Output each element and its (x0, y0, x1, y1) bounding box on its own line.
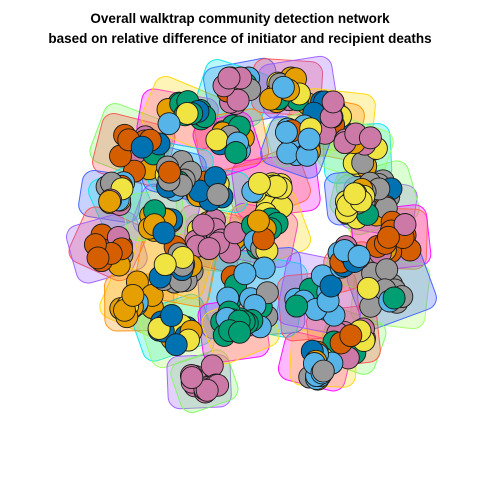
network-node (158, 160, 181, 184)
network-node (205, 128, 229, 152)
network-node (321, 90, 345, 114)
network-node (206, 183, 230, 206)
network-nodes (83, 66, 422, 404)
network-node (274, 120, 298, 144)
network-node (339, 324, 363, 348)
network-node (233, 262, 257, 286)
network-node (153, 253, 177, 277)
network-node (191, 213, 215, 237)
network-node (347, 244, 371, 268)
network-node (224, 141, 248, 164)
plot-title-line-1: Overall walktrap community detection net… (90, 11, 390, 26)
network-node (195, 378, 219, 402)
network-node (164, 333, 188, 357)
network-node (152, 221, 176, 245)
network-node (382, 286, 406, 310)
network-node (246, 209, 270, 233)
network-node (228, 320, 252, 344)
network-node (160, 304, 184, 327)
network-node (130, 135, 154, 159)
network-node (285, 294, 309, 318)
network-node (276, 141, 300, 165)
network-node (197, 237, 221, 261)
plot-title-line-2: based on relative difference of initiato… (48, 31, 432, 46)
network-node (98, 189, 122, 213)
network-node (86, 246, 110, 270)
network-node (252, 256, 276, 280)
network-node (180, 366, 204, 390)
network-node (226, 88, 250, 112)
network-node (356, 276, 380, 300)
network-node (200, 354, 224, 378)
network-node (343, 182, 367, 206)
network-node (271, 75, 295, 99)
network-node (319, 274, 343, 298)
network-node (311, 359, 335, 383)
network-node (297, 127, 321, 151)
network-node (376, 225, 400, 249)
network-node (121, 283, 145, 307)
network-node (358, 126, 382, 150)
network-node (247, 171, 271, 195)
network-node (393, 213, 417, 236)
network-node (157, 112, 181, 136)
network-node (217, 66, 241, 90)
network-node (375, 258, 399, 282)
network-node (175, 101, 199, 125)
